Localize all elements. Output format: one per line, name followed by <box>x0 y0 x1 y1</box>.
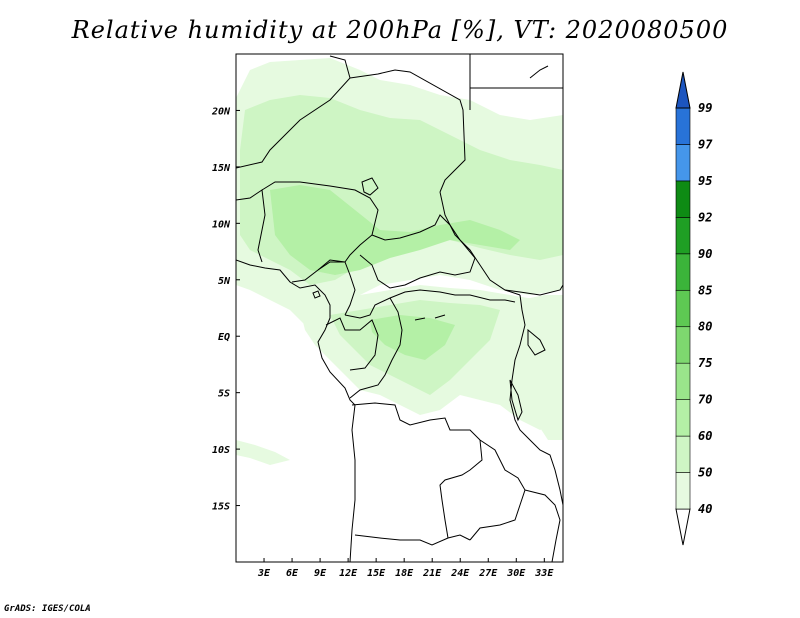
colorbar-max-arrow <box>675 71 691 109</box>
colorbar-label: 90 <box>698 247 712 261</box>
colorbar-label: 60 <box>698 429 712 443</box>
colorbar-min-arrow <box>675 508 691 546</box>
border-east-lakes <box>509 328 546 422</box>
x-tick-label: 27E <box>478 568 498 579</box>
coast-north-egypt <box>529 65 549 79</box>
humidity-region-central-core <box>370 315 455 360</box>
x-tick-label: 9E <box>314 568 327 579</box>
humidity-field <box>236 58 563 465</box>
map-boundaries <box>236 54 563 562</box>
colorbar-segment <box>675 107 691 145</box>
grads-credit: GrADS: IGES/COLA <box>4 604 91 614</box>
border-mozambique <box>524 489 561 562</box>
border-cameroon <box>317 261 356 316</box>
colorbar-segment <box>675 180 691 218</box>
colorbar-segment <box>675 326 691 364</box>
border-namibia <box>354 534 471 546</box>
border-gabon <box>325 317 379 371</box>
border-niger-chad <box>349 69 466 193</box>
colorbar-label: 50 <box>698 466 712 480</box>
border-south-sudan <box>504 284 563 296</box>
colorbar-segment <box>675 144 691 182</box>
colorbar-segment <box>675 217 691 255</box>
border-car <box>359 214 476 289</box>
chart-title: Relative humidity at 200hPa [%], VT: 202… <box>71 16 729 44</box>
y-tick-label: 15N <box>212 163 231 174</box>
colorbar-label: 97 <box>698 137 713 151</box>
x-tick-label: 3E <box>257 568 271 579</box>
x-tick-label: 24E <box>450 568 470 579</box>
y-tick-label: 15S <box>212 502 230 513</box>
humidity-region-atlantic <box>236 440 290 465</box>
coastline-west-africa <box>236 259 356 562</box>
colorbar-segment <box>675 253 691 291</box>
border-drc-west <box>349 297 403 399</box>
colorbar: 40 50 60 70 75 80 85 90 92 95 97 99 <box>675 71 713 546</box>
colorbar-segment <box>675 399 691 437</box>
border-sahara-north <box>236 55 351 169</box>
coast-bioko <box>312 290 321 299</box>
humidity-region-sahel-core <box>270 185 520 275</box>
x-tick-label: 15E <box>367 568 386 579</box>
colorbar-label: 85 <box>698 283 712 297</box>
x-tick-label: 12E <box>339 568 358 579</box>
river-congo <box>414 314 446 321</box>
humidity-region-east <box>515 295 563 440</box>
colorbar-label: 80 <box>698 320 712 334</box>
x-tick-label: 6E <box>286 568 299 579</box>
border-congo <box>344 289 516 319</box>
colorbar-segment <box>675 289 691 328</box>
colorbar-label: 75 <box>698 356 712 370</box>
axis-ticks: 3E 6E 9E 12E 15E 18E 21E 24E 27E 30E 33E 20N 15N 10N 5… <box>211 106 554 579</box>
colorbar-label: 92 <box>698 210 712 224</box>
colorbar-segment <box>675 472 691 510</box>
plot-frame <box>235 53 564 563</box>
border-sahel-west <box>236 189 266 263</box>
border-zambia <box>469 439 526 541</box>
colorbar-segment <box>675 435 691 473</box>
y-tick-label: 5N <box>218 276 231 287</box>
y-tick-label: 10S <box>212 445 230 456</box>
x-tick-label: 21E <box>422 568 442 579</box>
y-tick-label: 20N <box>211 106 231 117</box>
colorbar-label: 99 <box>698 101 712 115</box>
y-tick-label: 10N <box>212 219 231 230</box>
colorbar-label: 70 <box>698 393 712 407</box>
colorbar-label: 95 <box>698 174 712 188</box>
border-angola-east <box>439 439 483 539</box>
colorbar-segment <box>675 362 691 400</box>
colorbar-label: 40 <box>698 502 712 516</box>
y-tick-label: 5S <box>218 389 230 400</box>
x-tick-label: 18E <box>395 568 414 579</box>
border-angola-north <box>351 402 481 441</box>
lake-chad <box>361 177 379 196</box>
x-tick-label: 30E <box>506 568 526 579</box>
y-tick-label: EQ <box>218 332 230 343</box>
border-east-rift <box>509 294 563 506</box>
x-tick-label: 33E <box>534 568 554 579</box>
